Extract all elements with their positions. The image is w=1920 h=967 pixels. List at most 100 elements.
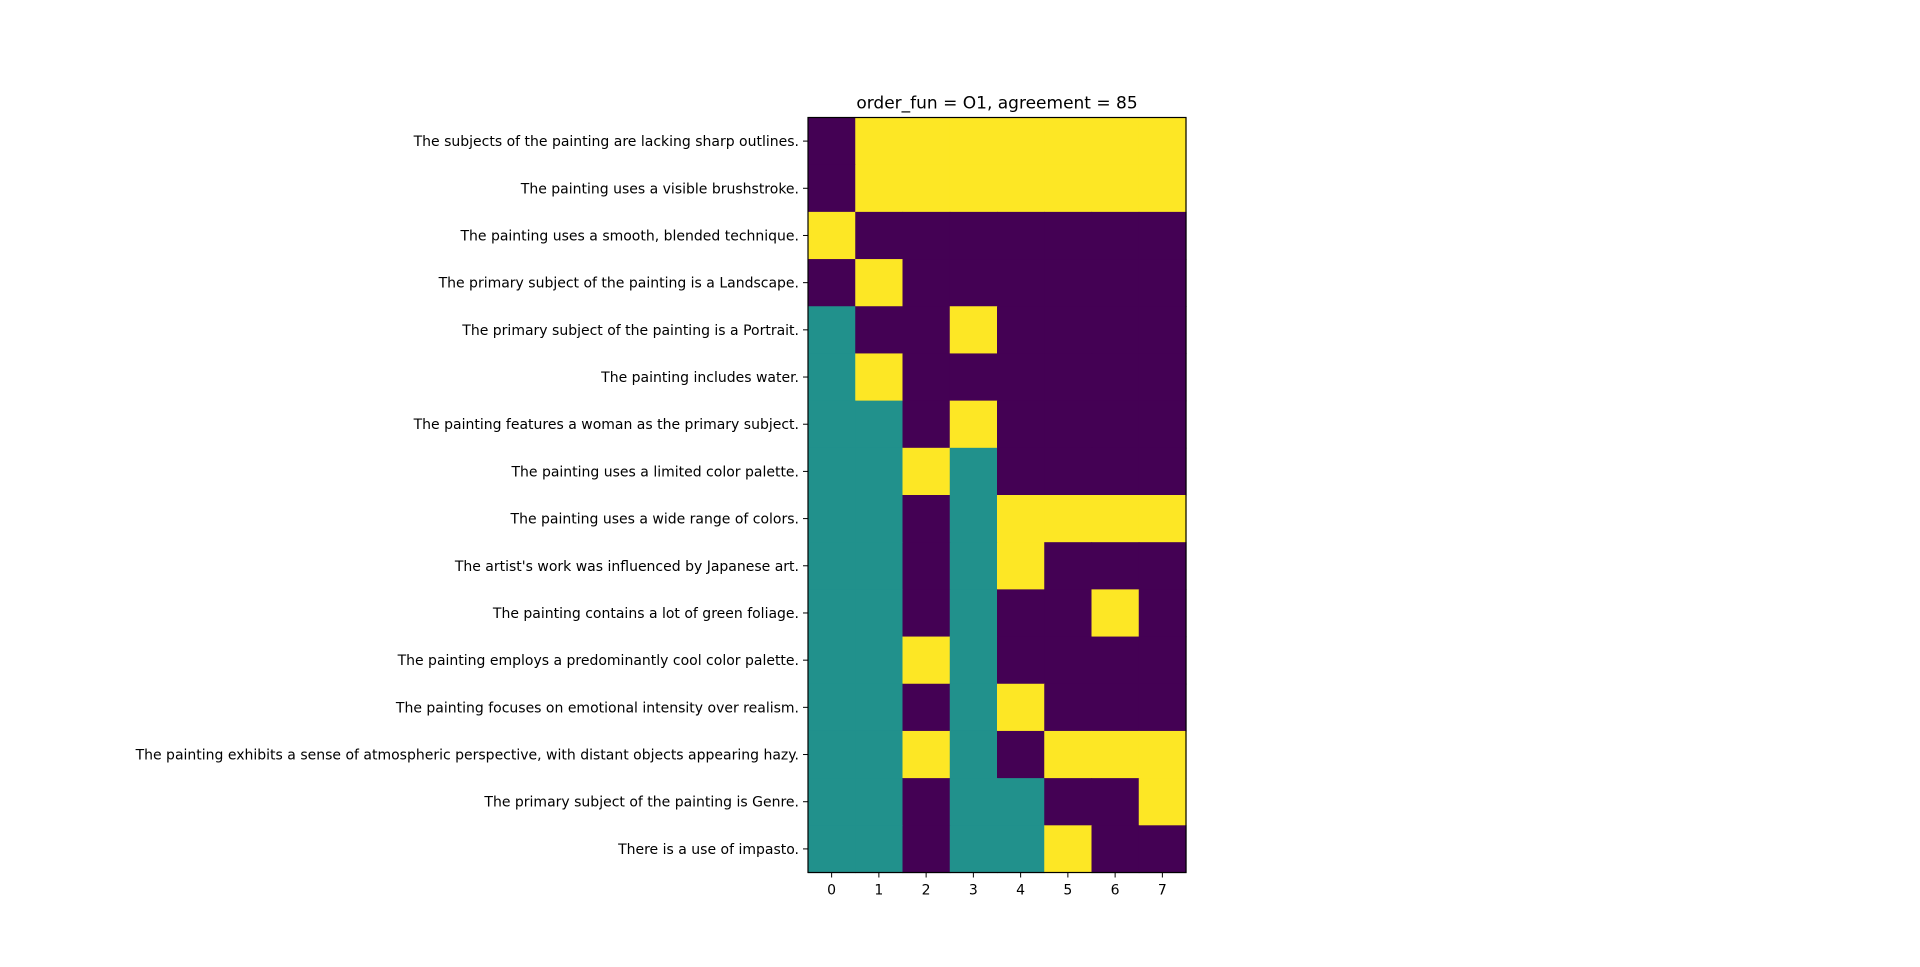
heatmap-cell-r10-c1 <box>855 589 904 638</box>
y-tick-label-5: The painting includes water. <box>600 370 799 386</box>
heatmap-cell-r4-c6 <box>1091 306 1140 355</box>
heatmap-cell-r13-c1 <box>855 730 904 779</box>
heatmap-cell-r14-c5 <box>1044 778 1093 826</box>
x-tick-label-5: 5 <box>1063 883 1072 899</box>
y-axis-labels: The subjects of the painting are lacking… <box>135 134 808 858</box>
heatmap-cell-r1-c2 <box>902 164 951 213</box>
heatmap-cell-r1-c1 <box>855 164 904 213</box>
heatmap-cell-r15-c3 <box>949 825 998 874</box>
heatmap-cell-r3-c3 <box>949 259 998 307</box>
heatmap-cell-r9-c2 <box>902 542 951 590</box>
y-tick-label-10: The painting contains a lot of green fol… <box>492 606 799 622</box>
heatmap-cell-r1-c4 <box>997 164 1045 213</box>
heatmap-cell-r12-c3 <box>949 683 998 732</box>
heatmap-cell-r8-c6 <box>1091 495 1140 543</box>
heatmap-cell-r8-c4 <box>997 495 1045 543</box>
heatmap-cell-r10-c5 <box>1044 589 1093 638</box>
heatmap-cell-r6-c7 <box>1138 400 1187 449</box>
heatmap-cell-r2-c0 <box>808 211 856 260</box>
heatmap-cell-r5-c1 <box>855 353 904 402</box>
heatmap-cell-r8-c1 <box>855 495 904 543</box>
heatmap-cell-r3-c7 <box>1138 259 1187 307</box>
x-tick-label-2: 2 <box>922 883 931 899</box>
heatmap-cell-r0-c0 <box>808 117 856 166</box>
heatmap-cell-r4-c2 <box>902 306 951 355</box>
heatmap-cell-r15-c6 <box>1091 825 1140 874</box>
heatmap-cell-r15-c2 <box>902 825 951 874</box>
x-tick-label-7: 7 <box>1158 883 1167 899</box>
heatmap-cell-r10-c6 <box>1091 589 1140 638</box>
x-tick-label-0: 0 <box>827 883 836 899</box>
heatmap-cell-r4-c0 <box>808 306 856 355</box>
y-tick-label-9: The artist's work was influenced by Japa… <box>454 559 799 575</box>
heatmap-cell-r8-c3 <box>949 495 998 543</box>
heatmap-cell-r8-c0 <box>808 495 856 543</box>
heatmap-cell-r11-c4 <box>997 636 1045 685</box>
heatmap-cell-r14-c2 <box>902 778 951 826</box>
y-tick-label-8: The painting uses a wide range of colors… <box>510 512 799 528</box>
y-tick-label-11: The painting employs a predominantly coo… <box>397 653 799 669</box>
y-tick-label-14: The primary subject of the painting is G… <box>483 795 799 811</box>
heatmap-cell-r4-c5 <box>1044 306 1093 355</box>
heatmap-cell-r6-c4 <box>997 400 1045 449</box>
heatmap-cell-r9-c4 <box>997 542 1045 590</box>
heatmap-cell-r6-c0 <box>808 400 856 449</box>
heatmap-cell-r3-c4 <box>997 259 1045 307</box>
heatmap-cell-r0-c7 <box>1138 117 1187 166</box>
heatmap-cell-r7-c7 <box>1138 447 1187 496</box>
heatmap-cell-r3-c2 <box>902 259 951 307</box>
y-tick-label-12: The painting focuses on emotional intens… <box>395 700 799 716</box>
heatmap-cell-r4-c1 <box>855 306 904 355</box>
heatmap-cell-r11-c6 <box>1091 636 1140 685</box>
heatmap-cell-r0-c5 <box>1044 117 1093 166</box>
heatmap-cell-r9-c5 <box>1044 542 1093 590</box>
x-tick-label-6: 6 <box>1111 883 1120 899</box>
heatmap-cell-r2-c6 <box>1091 211 1140 260</box>
heatmap-cell-r15-c4 <box>997 825 1045 874</box>
heatmap-cell-r11-c7 <box>1138 636 1187 685</box>
y-tick-label-0: The subjects of the painting are lacking… <box>413 134 799 150</box>
heatmap-cell-r8-c7 <box>1138 495 1187 543</box>
y-tick-label-2: The painting uses a smooth, blended tech… <box>459 228 799 244</box>
heatmap-cell-r7-c5 <box>1044 447 1093 496</box>
chart-title: order_fun = O1, agreement = 85 <box>856 94 1137 114</box>
heatmap-cell-r9-c7 <box>1138 542 1187 590</box>
heatmap-cell-r14-c3 <box>949 778 998 826</box>
heatmap-cell-r10-c2 <box>902 589 951 638</box>
heatmap-cell-r11-c1 <box>855 636 904 685</box>
heatmap-cell-r4-c3 <box>949 306 998 355</box>
heatmap-cell-r5-c3 <box>949 353 998 402</box>
heatmap-cell-r13-c0 <box>808 730 856 779</box>
heatmap-cell-r1-c6 <box>1091 164 1140 213</box>
heatmap-cell-r14-c7 <box>1138 778 1187 826</box>
heatmap-cell-r13-c6 <box>1091 730 1140 779</box>
heatmap-cell-r7-c0 <box>808 447 856 496</box>
heatmap-cell-r13-c4 <box>997 730 1045 779</box>
heatmap-cell-r12-c2 <box>902 683 951 732</box>
heatmap-cell-r0-c2 <box>902 117 951 166</box>
heatmap-cell-r5-c5 <box>1044 353 1093 402</box>
heatmap-cell-r0-c4 <box>997 117 1045 166</box>
heatmap-cell-r15-c1 <box>855 825 904 874</box>
heatmap-cell-r6-c1 <box>855 400 904 449</box>
heatmap-cell-r12-c7 <box>1138 683 1187 732</box>
heatmap-cell-r6-c6 <box>1091 400 1140 449</box>
heatmap-cells <box>808 117 1187 874</box>
heatmap-cell-r7-c1 <box>855 447 904 496</box>
x-tick-label-3: 3 <box>969 883 978 899</box>
heatmap-cell-r9-c1 <box>855 542 904 590</box>
heatmap-cell-r3-c6 <box>1091 259 1140 307</box>
heatmap-cell-r6-c2 <box>902 400 951 449</box>
y-tick-label-4: The primary subject of the painting is a… <box>461 323 799 339</box>
heatmap-cell-r12-c4 <box>997 683 1045 732</box>
y-tick-label-3: The primary subject of the painting is a… <box>438 276 799 292</box>
heatmap-cell-r15-c7 <box>1138 825 1187 874</box>
x-tick-label-4: 4 <box>1016 883 1025 899</box>
y-tick-label-6: The painting features a woman as the pri… <box>413 417 799 433</box>
heatmap-cell-r3-c1 <box>855 259 904 307</box>
heatmap-cell-r11-c3 <box>949 636 998 685</box>
y-tick-label-7: The painting uses a limited color palett… <box>510 464 799 480</box>
heatmap-cell-r5-c4 <box>997 353 1045 402</box>
heatmap-cell-r4-c4 <box>997 306 1045 355</box>
